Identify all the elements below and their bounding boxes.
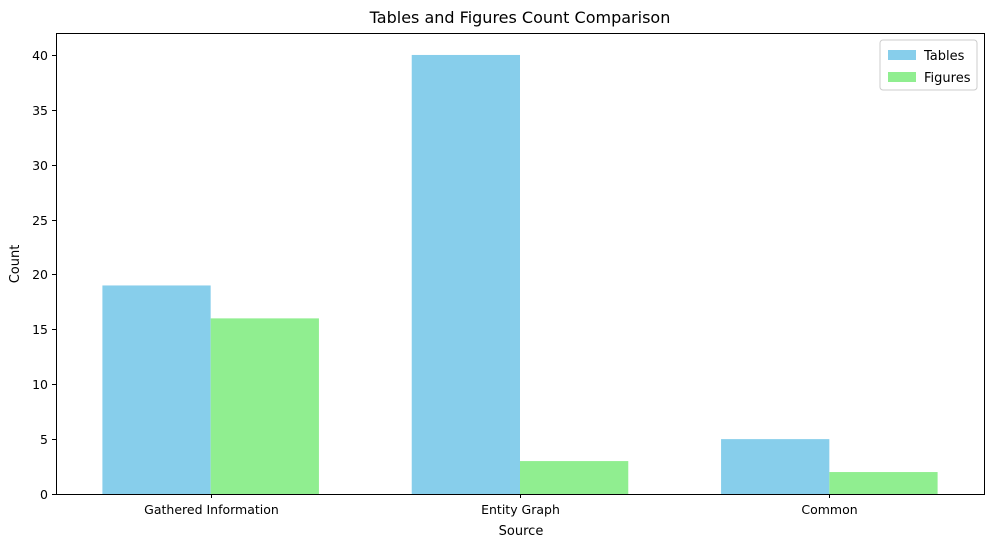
- bar-tables-1: [411, 54, 520, 494]
- y-tick-label: 10: [32, 377, 48, 392]
- bar-figures-0: [210, 318, 319, 494]
- y-axis-label: Count: [8, 245, 23, 284]
- y-tick-label: 0: [40, 487, 48, 502]
- bar-figures-2: [829, 472, 938, 494]
- x-axis: Gathered Information Entity Graph Common: [144, 494, 858, 517]
- bars: [102, 54, 938, 494]
- y-tick-label: 30: [32, 158, 48, 173]
- legend-swatch-tables: [888, 50, 916, 60]
- bar-figures-1: [520, 461, 629, 494]
- bar-tables-2: [721, 439, 830, 494]
- y-tick-label: 15: [32, 322, 48, 337]
- x-axis-label: Source: [499, 524, 544, 539]
- y-tick-label: 25: [32, 213, 48, 228]
- y-tick-label: 35: [32, 103, 48, 118]
- y-tick-label: 5: [40, 432, 48, 447]
- x-tick-label: Gathered Information: [144, 502, 279, 517]
- y-tick-label: 20: [32, 267, 48, 282]
- x-tick-label: Common: [801, 502, 857, 517]
- x-tick-label: Entity Graph: [481, 502, 560, 517]
- y-axis: 0 5 10 15 20 25 30 35 40: [32, 48, 56, 502]
- legend: Tables Figures: [879, 39, 978, 91]
- legend-swatch-figures: [888, 72, 916, 82]
- legend-label-figures: Figures: [924, 71, 971, 86]
- chart-title: Tables and Figures Count Comparison: [369, 8, 671, 27]
- legend-label-tables: Tables: [923, 49, 965, 64]
- bar-tables-0: [102, 285, 211, 494]
- y-tick-label: 40: [32, 48, 48, 63]
